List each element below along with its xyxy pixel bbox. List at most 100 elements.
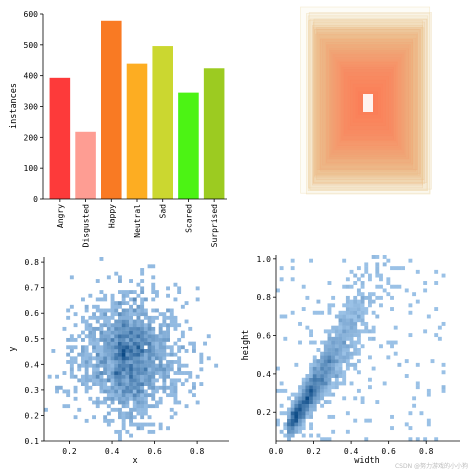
hist-cell: [312, 370, 317, 375]
hist-cell: [158, 323, 163, 328]
hist-cell: [199, 356, 204, 361]
hist-cell: [125, 334, 130, 339]
hist-cell: [305, 411, 310, 416]
hist-cell: [99, 323, 104, 328]
hist-cell: [305, 414, 310, 419]
hist-cell: [162, 374, 167, 379]
hist-cell: [147, 352, 152, 357]
hist-cell: [114, 271, 119, 276]
hist-cell: [106, 404, 111, 409]
hist-cell: [81, 337, 85, 342]
hist-cell: [342, 303, 347, 308]
hist-cell: [294, 407, 299, 412]
hist-cell: [110, 315, 115, 320]
hist-cell: [426, 388, 431, 393]
watermark: CSDN @努力游戏的小小狗: [394, 463, 468, 470]
hist-cell: [158, 337, 163, 342]
hist-cell: [177, 400, 182, 405]
hist-cell: [309, 385, 313, 390]
hist-cell: [143, 297, 148, 302]
hist-cell: [99, 349, 104, 353]
hist-cell: [393, 284, 398, 289]
hist-cell: [162, 345, 167, 350]
hist-cell: [166, 360, 170, 364]
hist-cell: [103, 315, 108, 320]
hist-cell: [118, 407, 122, 412]
x-ticks-group: Angry Disgusted Happy Neutral Sad Scared Surpr…: [56, 199, 219, 247]
hist-cell: [84, 326, 89, 331]
hist-cell: [140, 323, 145, 328]
hist-cell: [95, 396, 100, 401]
hist-cell: [95, 315, 100, 320]
hist-cell: [110, 304, 115, 309]
hist-cell: [290, 266, 295, 271]
hist-cell: [360, 307, 365, 311]
hist-cell: [345, 351, 350, 356]
hist-cell: [129, 341, 133, 346]
hist-cell: [290, 414, 295, 419]
hist-cell: [184, 363, 189, 368]
hist-cell: [301, 307, 306, 311]
hist-cell: [312, 400, 317, 404]
hist-cell: [441, 362, 446, 367]
hist-cell: [356, 303, 361, 308]
hist-cell: [173, 319, 178, 324]
hist-cell: [58, 385, 63, 390]
hist-cell: [195, 297, 200, 302]
hist-cell: [66, 308, 71, 313]
hist-cell: [129, 433, 133, 438]
hist-cell: [158, 363, 163, 368]
hist-cell: [375, 255, 380, 259]
hist-cell: [151, 315, 156, 320]
hist-cell: [125, 389, 130, 394]
hist-cell: [147, 429, 152, 434]
hist-cell: [99, 385, 104, 390]
hist-cell: [92, 345, 96, 350]
hist-cell: [151, 374, 156, 379]
hist-cell: [99, 337, 104, 342]
hist-cell: [173, 315, 178, 320]
hist-cell: [151, 371, 156, 375]
bar-sad: [152, 46, 173, 199]
hist-cell: [129, 315, 133, 320]
hist-cell: [125, 363, 130, 368]
hist-cell: [169, 323, 174, 328]
hist-cell: [379, 303, 383, 308]
hist-cell: [345, 344, 350, 349]
hist-cell: [132, 385, 137, 390]
hist-cell: [356, 370, 361, 375]
y-tick-label: 500: [24, 41, 39, 50]
hist-cell: [173, 323, 178, 328]
hist-cell: [192, 349, 196, 353]
hist-cell: [132, 404, 137, 409]
hist-cell: [114, 352, 119, 357]
hist-cell: [390, 344, 394, 349]
hist-cell: [331, 385, 336, 390]
hist-cell: [69, 304, 74, 309]
hist-cell: [129, 407, 133, 412]
hist-cell: [441, 273, 446, 278]
hist-cell: [88, 334, 93, 339]
hist-cell: [69, 356, 74, 361]
hist-cell: [132, 407, 137, 412]
hist-cell: [132, 349, 137, 353]
hist-cell: [305, 403, 310, 408]
hist-cell: [158, 312, 163, 317]
hist-cell: [110, 389, 115, 394]
hist-cell: [312, 392, 317, 397]
hist-cell: [147, 337, 152, 342]
x-tick-label: 0.4: [105, 447, 120, 456]
hist-cell: [99, 389, 104, 394]
hist-cell: [106, 345, 111, 350]
hist-cell: [95, 371, 100, 375]
hist-cell: [349, 333, 354, 338]
x-tick-label: 0.8: [419, 447, 434, 456]
hist-cell: [301, 407, 306, 412]
hist-cell: [155, 349, 159, 353]
hist-cell: [342, 374, 347, 378]
hist-cell: [423, 288, 428, 293]
hist-cell: [106, 396, 111, 401]
hist-cell: [393, 266, 398, 271]
hist-cell: [309, 392, 313, 397]
hist-cell: [177, 371, 182, 375]
